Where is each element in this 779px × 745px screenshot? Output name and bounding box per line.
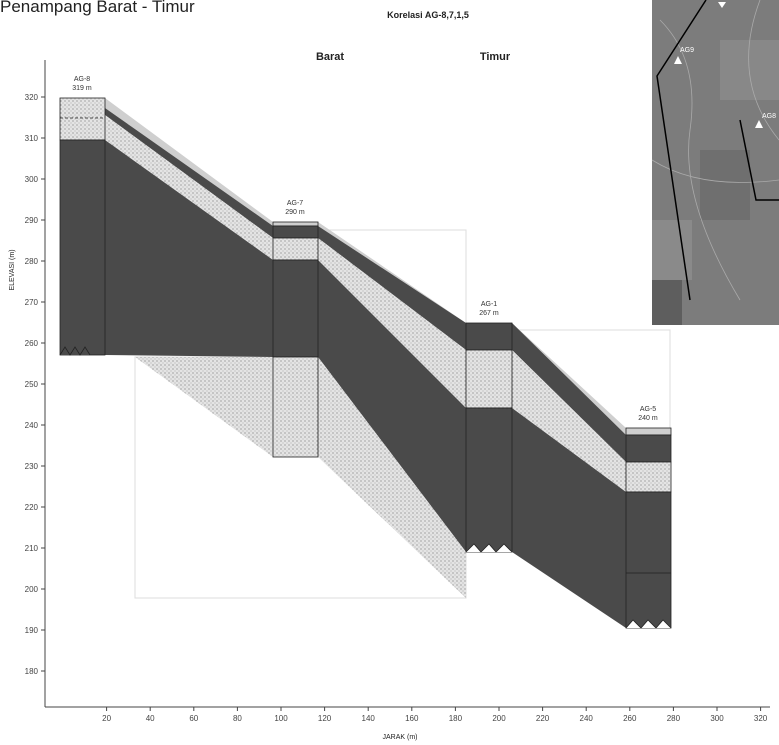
y-axis-title: ELEVASI (m)	[9, 249, 16, 290]
well-name: AG-7	[287, 200, 303, 207]
x-tick-label: 200	[492, 714, 506, 723]
y-tick-label: 260	[25, 339, 39, 348]
y-tick-label: 320	[25, 93, 39, 102]
x-tick-label: 160	[405, 714, 419, 723]
y-tick-label: 230	[25, 462, 39, 471]
y-tick-label: 270	[25, 298, 39, 307]
x-tick-label: 60	[189, 714, 198, 723]
y-tick-label: 310	[25, 134, 39, 143]
y-tick-label: 250	[25, 380, 39, 389]
x-tick-label: 120	[318, 714, 332, 723]
x-tick-label: 240	[580, 714, 594, 723]
y-tick-label: 300	[25, 175, 39, 184]
x-tick-label: 260	[623, 714, 637, 723]
map-inset: AG9 AG8	[651, 0, 779, 325]
wells	[59, 97, 672, 629]
west-label: Barat	[316, 51, 344, 63]
x-tick-label: 280	[667, 714, 681, 723]
title: Penampang Barat - Timur	[0, 0, 195, 16]
y-tick-label: 200	[25, 585, 39, 594]
y-tick-label: 290	[25, 216, 39, 225]
y-tick-label: 190	[25, 626, 39, 635]
y-tick-label: 280	[25, 257, 39, 266]
x-tick-label: 140	[362, 714, 376, 723]
map-label: AG9	[680, 47, 694, 54]
map-label: AG8	[762, 113, 776, 120]
y-tick-label: 220	[25, 503, 39, 512]
x-tick-label: 20	[102, 714, 111, 723]
well-elevation: 267 m	[479, 310, 499, 317]
x-tick-label: 180	[449, 714, 463, 723]
well-name: AG-1	[481, 301, 497, 308]
well-elevation: 240 m	[638, 415, 658, 422]
well-name: AG-8	[74, 76, 90, 83]
east-label: Timur	[480, 51, 511, 63]
well-elevation: 319 m	[72, 85, 92, 92]
well-elevation: 290 m	[285, 209, 305, 216]
x-tick-label: 320	[754, 714, 768, 723]
x-tick-label: 80	[233, 714, 242, 723]
x-tick-label: 40	[146, 714, 155, 723]
x-tick-label: 220	[536, 714, 550, 723]
y-tick-label: 210	[25, 544, 39, 553]
y-tick-label: 240	[25, 421, 39, 430]
well-name: AG-5	[640, 406, 656, 413]
y-tick-label: 180	[25, 667, 39, 676]
subtitle: Korelasi AG-8,7,1,5	[387, 10, 469, 20]
x-tick-label: 300	[710, 714, 724, 723]
x-tick-label: 100	[274, 714, 288, 723]
x-axis-title: JARAK (m)	[383, 734, 418, 741]
